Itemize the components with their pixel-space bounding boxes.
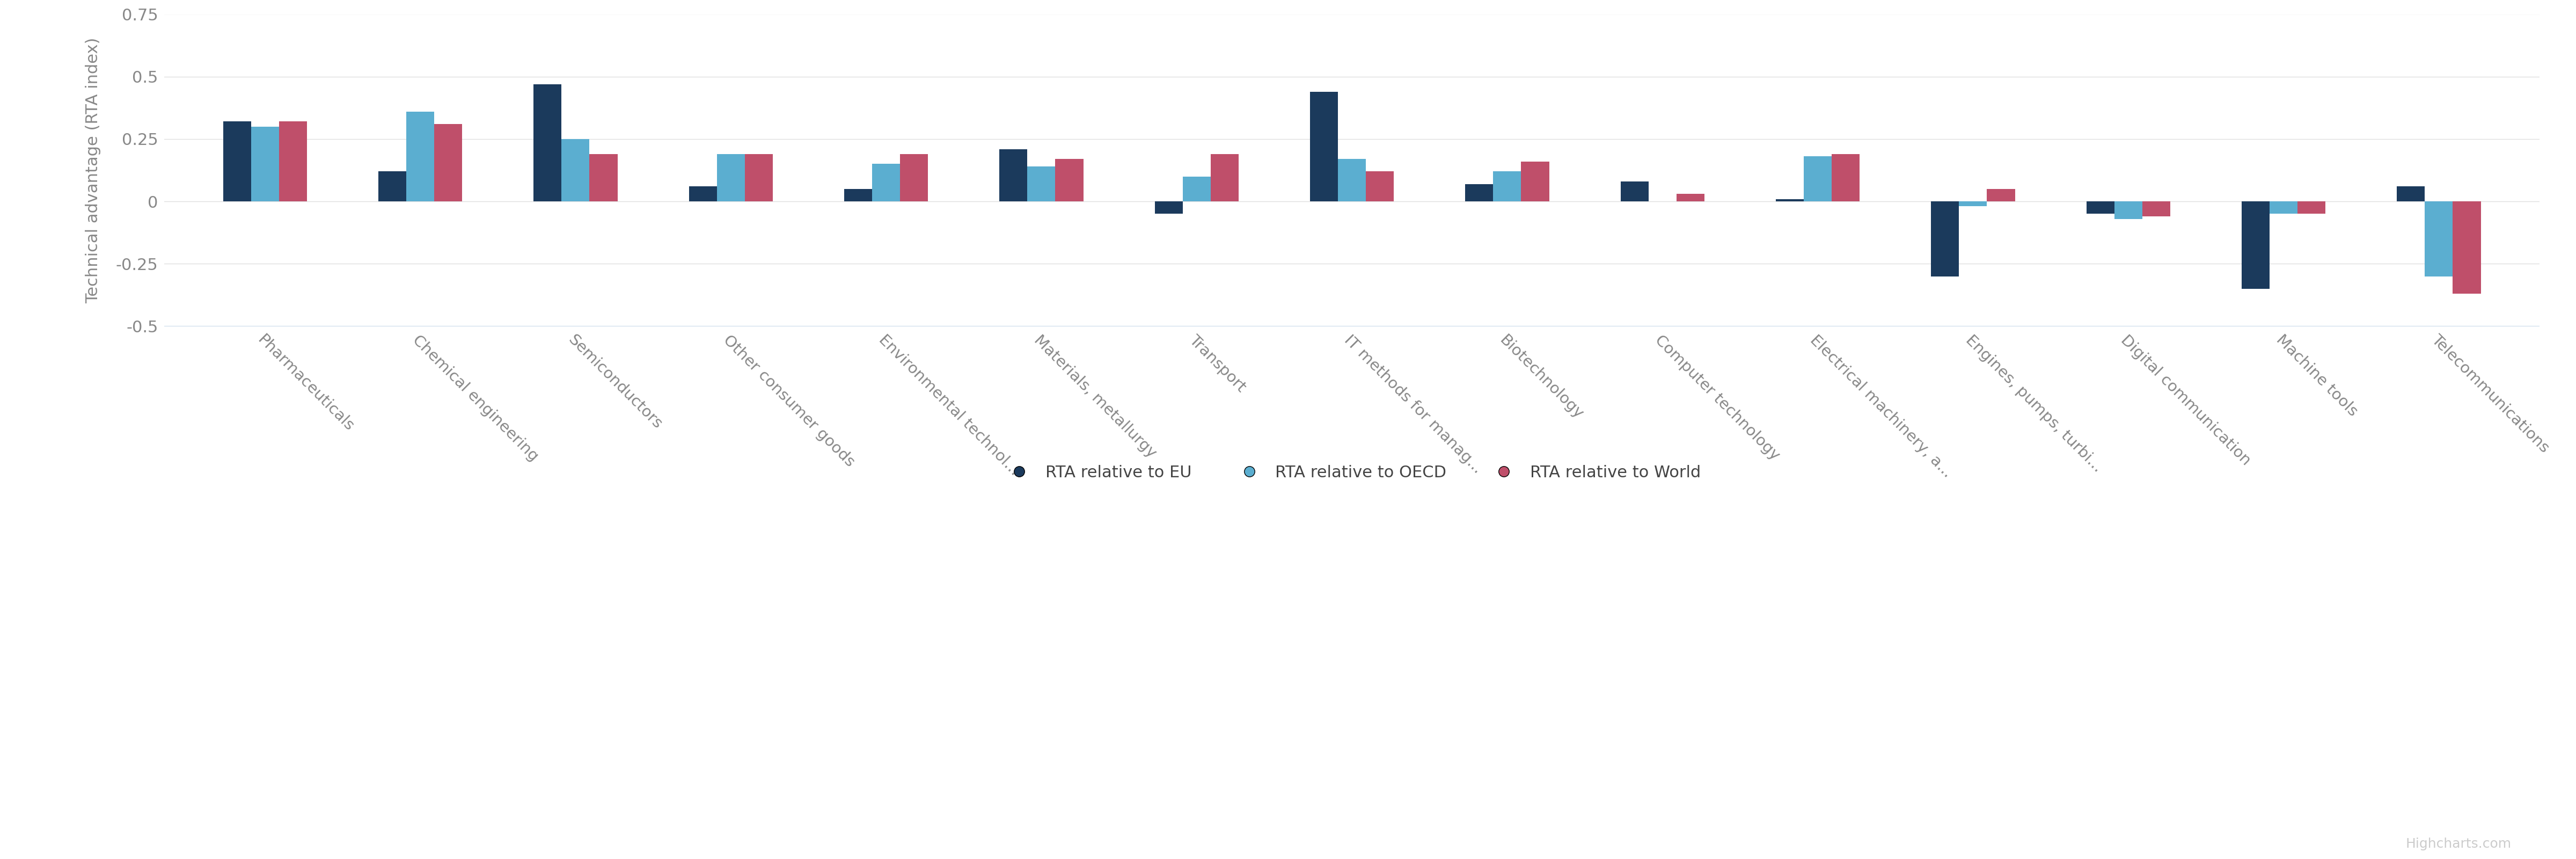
Bar [1311,92,1337,201]
Bar [899,154,927,201]
Bar [224,122,250,201]
Bar [435,124,461,201]
Bar [1803,156,1832,201]
Bar [250,126,278,201]
Bar [379,172,407,201]
Bar [999,149,1028,201]
Bar [2115,201,2143,219]
Bar [1182,176,1211,201]
Bar [1932,201,1958,277]
Bar [1337,159,1365,201]
Bar [873,164,899,201]
Bar [1365,172,1394,201]
Bar [1677,194,1705,201]
Bar [1958,201,1986,206]
Bar [2424,201,2452,277]
Bar [2298,201,2326,214]
Bar [1466,184,1494,201]
Bar [1620,181,1649,201]
Bar [2396,186,2424,201]
Bar [590,154,618,201]
Bar [2269,201,2298,214]
Bar [278,122,307,201]
Legend: RTA relative to EU, RTA relative to OECD, RTA relative to World: RTA relative to EU, RTA relative to OECD… [1002,465,1700,480]
Bar [2452,201,2481,294]
Bar [562,139,590,201]
Bar [2087,201,2115,214]
Bar [688,186,716,201]
Bar [1522,161,1548,201]
Bar [845,189,873,201]
Bar [2143,201,2169,216]
Bar [1154,201,1182,214]
Text: Highcharts.com: Highcharts.com [2406,838,2512,850]
Bar [2241,201,2269,289]
Bar [716,154,744,201]
Y-axis label: Technical advantage (RTA index): Technical advantage (RTA index) [85,37,100,303]
Bar [1211,154,1239,201]
Bar [744,154,773,201]
Bar [407,112,435,201]
Bar [1832,154,1860,201]
Bar [533,84,562,201]
Bar [1028,167,1056,201]
Bar [1494,172,1522,201]
Bar [1056,159,1084,201]
Bar [1775,199,1803,201]
Bar [1986,189,2014,201]
